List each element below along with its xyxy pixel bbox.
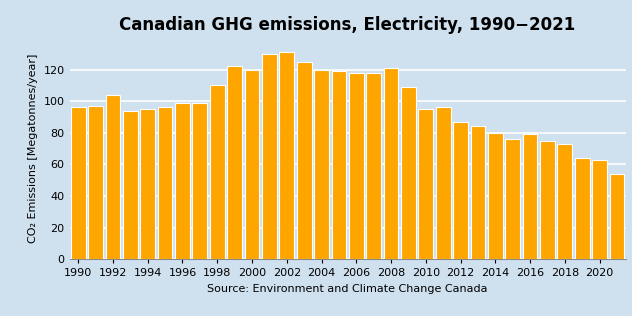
Bar: [575, 158, 590, 259]
Bar: [384, 68, 398, 259]
Bar: [228, 66, 242, 259]
Y-axis label: CO₂ Emissions [Megatonnes/year]: CO₂ Emissions [Megatonnes/year]: [28, 54, 38, 243]
Bar: [453, 122, 468, 259]
Bar: [106, 95, 120, 259]
Bar: [367, 73, 381, 259]
Bar: [140, 109, 155, 259]
Bar: [123, 111, 138, 259]
Bar: [245, 70, 259, 259]
Bar: [540, 141, 555, 259]
Bar: [210, 85, 224, 259]
Bar: [436, 107, 451, 259]
Bar: [523, 134, 537, 259]
Title: Canadian GHG emissions, Electricity, 1990−2021: Canadian GHG emissions, Electricity, 199…: [119, 15, 576, 33]
Bar: [506, 139, 520, 259]
Bar: [193, 103, 207, 259]
Bar: [610, 174, 624, 259]
Bar: [88, 106, 103, 259]
Bar: [332, 71, 346, 259]
Bar: [262, 54, 277, 259]
Bar: [279, 52, 294, 259]
Bar: [349, 73, 363, 259]
Bar: [401, 87, 416, 259]
Bar: [592, 160, 607, 259]
Bar: [71, 107, 85, 259]
Bar: [557, 144, 572, 259]
Bar: [314, 70, 329, 259]
Bar: [488, 133, 502, 259]
Bar: [471, 126, 485, 259]
Bar: [297, 62, 312, 259]
X-axis label: Source: Environment and Climate Change Canada: Source: Environment and Climate Change C…: [207, 284, 488, 294]
Bar: [158, 107, 173, 259]
Bar: [418, 109, 433, 259]
Bar: [175, 103, 190, 259]
